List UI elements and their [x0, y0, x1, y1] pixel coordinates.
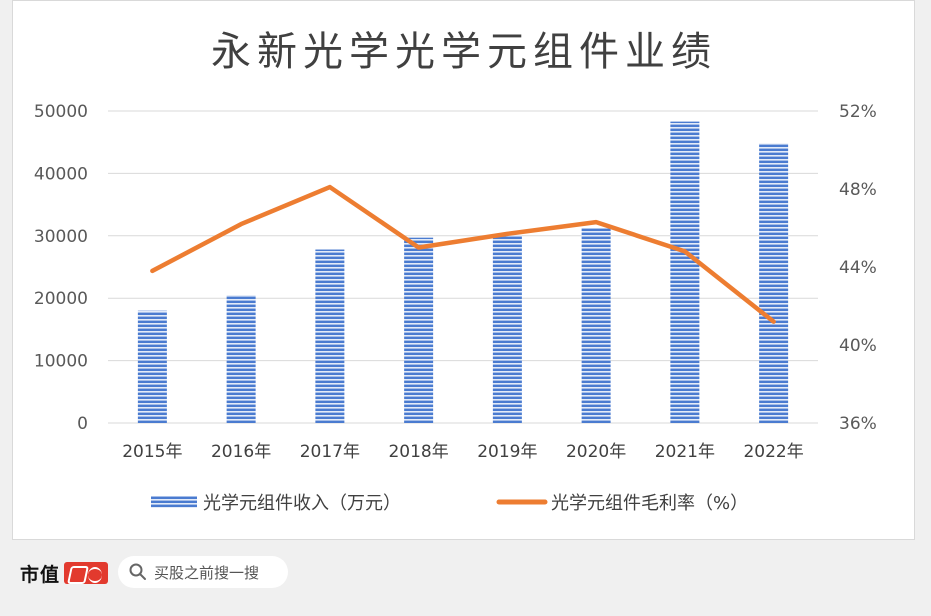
right-axis: 36% 40% 44% 48% 52%	[839, 102, 877, 434]
search-box[interactable]: 买股之前搜一搜	[118, 556, 288, 588]
legend-bar-label: 光学元组件收入（万元）	[203, 493, 401, 514]
bar	[404, 237, 434, 423]
line-series	[150, 184, 776, 324]
y-left-tick-label: 10000	[34, 352, 88, 372]
margin-line	[150, 184, 776, 324]
grid	[108, 110, 818, 424]
brand-logo[interactable]: 市值	[20, 560, 109, 586]
x-tick-label: 2016年	[211, 442, 271, 462]
legend-line-label: 光学元组件毛利率（%）	[551, 493, 748, 514]
y-left-tick-label: 50000	[34, 102, 88, 122]
left-axis: 0 10000 20000 30000 40000 50000	[34, 102, 88, 434]
x-axis: 2015年 2016年 2017年 2018年 2019年 2020年 2021年 2022年	[122, 442, 804, 462]
y-right-tick-label: 44%	[839, 258, 877, 278]
search-icon	[129, 563, 146, 580]
bar	[759, 143, 789, 423]
bar-series	[137, 121, 789, 423]
legend-bar-swatch	[151, 496, 197, 508]
bar	[581, 228, 611, 423]
legend-item-line: 光学元组件毛利率（%）	[496, 493, 748, 514]
bar	[226, 295, 256, 423]
y-left-tick-label: 40000	[34, 164, 88, 184]
x-tick-label: 2022年	[743, 442, 803, 462]
x-tick-label: 2020年	[566, 442, 626, 462]
brand-mark-icon	[64, 562, 109, 584]
legend-item-bar: 光学元组件收入（万元）	[151, 493, 401, 514]
y-right-tick-label: 40%	[839, 336, 877, 356]
bar	[137, 310, 167, 423]
y-right-tick-label: 36%	[839, 414, 877, 434]
legend: 光学元组件收入（万元） 光学元组件毛利率（%）	[151, 493, 748, 514]
x-tick-label: 2018年	[388, 442, 448, 462]
bar	[670, 121, 700, 423]
chart-card: 永新光学光学元组件业绩 0 10000 20000 30000 40000 50000 3…	[12, 0, 915, 540]
y-left-tick-label: 30000	[34, 227, 88, 247]
x-tick-label: 2021年	[655, 442, 715, 462]
bar	[315, 249, 345, 423]
bar	[492, 235, 522, 423]
chart: 永新光学光学元组件业绩 0 10000 20000 30000 40000 50000 3…	[34, 29, 877, 514]
chart-title: 永新光学光学元组件业绩	[211, 29, 717, 75]
x-tick-label: 2015年	[122, 442, 182, 462]
y-left-tick-label: 20000	[34, 289, 88, 309]
y-right-tick-label: 48%	[839, 180, 877, 200]
y-left-tick-label: 0	[77, 414, 88, 434]
search-placeholder: 买股之前搜一搜	[154, 563, 260, 582]
x-tick-label: 2017年	[300, 442, 360, 462]
y-right-tick-label: 52%	[839, 102, 877, 122]
footer-bar: 市值 买股之前搜一搜	[0, 548, 931, 616]
x-tick-label: 2019年	[477, 442, 537, 462]
brand-name: 市值	[20, 563, 61, 586]
